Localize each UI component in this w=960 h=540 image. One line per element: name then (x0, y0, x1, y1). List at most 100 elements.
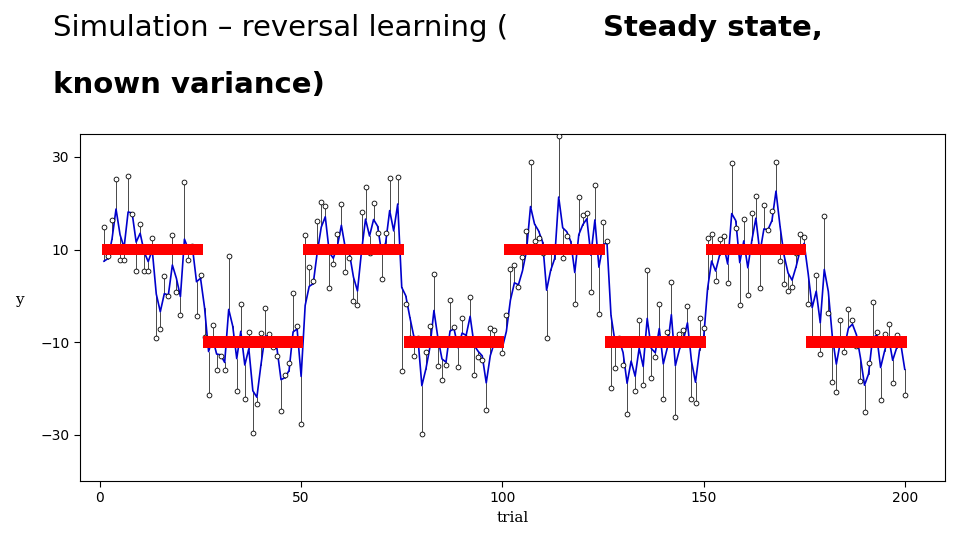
Point (153, 325, 168, 334)
Point (173, 310, 188, 319)
Point (294, 420, 309, 428)
Point (201, 391, 216, 400)
Point (459, 333, 474, 342)
Text: Steady state,: Steady state, (603, 14, 823, 42)
Point (406, 352, 421, 360)
Point (233, 300, 249, 308)
Point (430, 362, 445, 370)
Point (132, 220, 148, 229)
Point (639, 266, 655, 275)
Point (531, 233, 546, 242)
Point (301, 263, 317, 272)
Point (507, 261, 522, 269)
Point (237, 394, 252, 403)
Point (390, 173, 405, 181)
Point (732, 300, 748, 309)
Point (285, 289, 300, 298)
Point (261, 330, 276, 339)
Point (129, 267, 144, 275)
Point (845, 316, 860, 325)
Point (801, 300, 816, 308)
Point (108, 175, 124, 184)
Point (386, 247, 401, 255)
Point (539, 334, 554, 343)
Point (660, 327, 675, 336)
Point (434, 375, 449, 384)
Point (338, 267, 353, 276)
Point (498, 310, 514, 319)
Point (808, 271, 824, 279)
Point (467, 370, 482, 379)
Point (120, 172, 135, 181)
Point (281, 359, 297, 368)
Point (439, 361, 454, 370)
Point (784, 283, 800, 292)
Point (374, 275, 390, 284)
Point (712, 234, 728, 243)
Text: Simulation – reversal learning (: Simulation – reversal learning ( (53, 14, 508, 42)
Point (149, 334, 164, 342)
Point (608, 364, 623, 373)
Point (422, 321, 438, 330)
Point (169, 287, 184, 296)
Point (116, 256, 132, 265)
Point (773, 256, 788, 265)
Point (780, 286, 796, 295)
Point (728, 223, 743, 232)
Point (265, 343, 280, 352)
Point (298, 230, 313, 239)
Point (446, 322, 462, 331)
Point (165, 231, 180, 239)
Point (515, 253, 530, 261)
Point (491, 338, 506, 346)
Point (632, 316, 647, 325)
Point (849, 341, 864, 350)
Point (414, 430, 429, 438)
Point (837, 348, 852, 357)
Point (325, 260, 341, 268)
Point (209, 366, 225, 374)
Point (370, 228, 385, 237)
Point (828, 387, 844, 396)
Point (250, 399, 265, 408)
Point (812, 350, 828, 359)
Point (125, 210, 140, 218)
Point (575, 211, 590, 219)
Point (788, 249, 804, 258)
Point (583, 287, 598, 296)
Point (253, 329, 269, 338)
Point (535, 248, 550, 257)
Bar (605, 336, 706, 348)
Point (551, 131, 566, 140)
Point (100, 252, 115, 260)
Point (687, 399, 703, 408)
Point (277, 371, 293, 380)
Point (518, 226, 534, 235)
Point (668, 412, 684, 421)
Point (885, 379, 900, 387)
Point (362, 248, 377, 257)
Point (309, 217, 324, 226)
Point (305, 276, 321, 285)
Text: known variance): known variance) (53, 71, 324, 99)
Point (720, 278, 735, 287)
Point (619, 410, 635, 418)
Point (185, 242, 201, 251)
Point (503, 265, 518, 273)
Point (852, 377, 868, 386)
Point (523, 158, 539, 166)
Point (873, 395, 888, 404)
Point (579, 208, 594, 217)
Point (217, 366, 232, 374)
Point (603, 384, 618, 393)
Point (599, 237, 614, 245)
X-axis label: trial: trial (496, 511, 529, 525)
Bar (203, 336, 303, 348)
Point (270, 352, 285, 360)
Point (454, 314, 469, 323)
Point (241, 328, 256, 337)
Point (595, 218, 611, 227)
Point (760, 226, 776, 235)
Point (663, 278, 679, 286)
Point (257, 303, 273, 312)
